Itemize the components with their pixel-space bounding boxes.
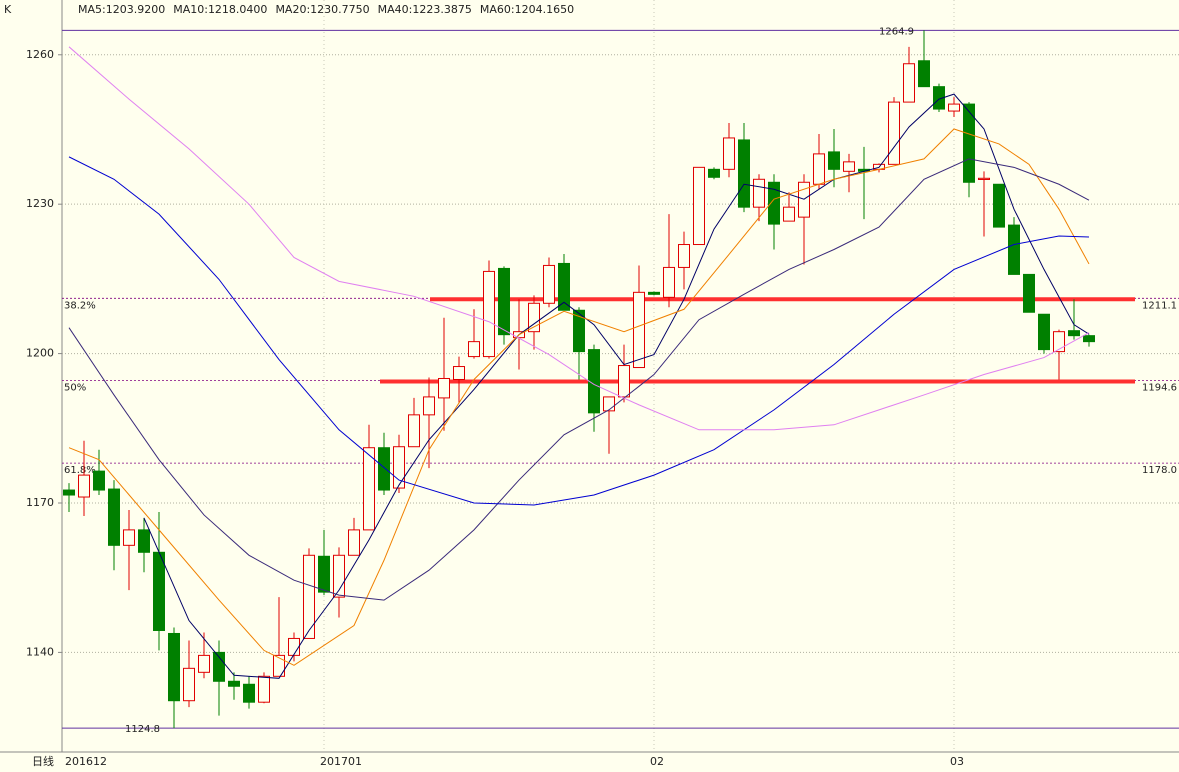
candle-body bbox=[318, 555, 330, 593]
candle-body bbox=[993, 183, 1005, 228]
legend-entry: MA20:1230.7750 bbox=[275, 3, 369, 16]
candle-body bbox=[693, 166, 705, 246]
candle-body bbox=[78, 474, 90, 498]
candle-body bbox=[243, 683, 255, 703]
fib-label: 61.8% bbox=[64, 465, 96, 476]
ma-line bbox=[68, 156, 1090, 506]
candle-body bbox=[378, 447, 390, 491]
candle-body bbox=[183, 667, 195, 702]
candle-body bbox=[783, 206, 795, 222]
candle-body bbox=[753, 178, 765, 208]
candle-body bbox=[768, 181, 780, 225]
candle-body bbox=[468, 341, 480, 358]
candle-body bbox=[723, 137, 735, 170]
x-tick-label: 02 bbox=[650, 755, 664, 768]
ma-line bbox=[143, 93, 1090, 679]
candle-body bbox=[153, 551, 165, 631]
candle-body bbox=[408, 414, 420, 448]
candle-body bbox=[93, 470, 105, 491]
candle-body bbox=[303, 554, 315, 639]
y-tick-label: 1260 bbox=[26, 48, 54, 61]
candle-body bbox=[963, 103, 975, 183]
y-tick-label: 1140 bbox=[26, 645, 54, 658]
candle-body bbox=[1038, 313, 1050, 351]
fib-label: 50% bbox=[64, 382, 86, 393]
candle-body bbox=[198, 654, 210, 673]
y-tick-label: 1170 bbox=[26, 496, 54, 509]
candle-body bbox=[1023, 273, 1035, 313]
candle-body bbox=[678, 244, 690, 268]
y-tick-label: 1230 bbox=[26, 197, 54, 210]
candle-body bbox=[558, 262, 570, 311]
legend-entry: MA60:1204.1650 bbox=[480, 3, 574, 16]
candle-body bbox=[918, 60, 930, 88]
candle-body bbox=[903, 63, 915, 103]
candle-body bbox=[483, 270, 495, 358]
candle-body bbox=[528, 302, 540, 333]
candle-body bbox=[588, 349, 600, 414]
fib-value-label: 1194.6 bbox=[1142, 382, 1177, 393]
candle-body bbox=[978, 177, 990, 180]
candle-body bbox=[948, 103, 960, 112]
candle-body bbox=[1053, 331, 1065, 353]
fib-value-label: 1211.1 bbox=[1142, 300, 1177, 311]
ma-line bbox=[68, 158, 1090, 601]
candle-body bbox=[933, 86, 945, 110]
fib-value-label: 1178.0 bbox=[1142, 465, 1177, 476]
candle-body bbox=[168, 632, 180, 702]
candle-body bbox=[1083, 335, 1095, 343]
x-tick-label: 03 bbox=[950, 755, 964, 768]
ma-line bbox=[68, 46, 1090, 431]
y-tick-label: 1200 bbox=[26, 347, 54, 360]
high-label: 1264.9 bbox=[879, 26, 914, 37]
candle-body bbox=[228, 680, 240, 687]
candle-body bbox=[708, 168, 720, 178]
candle-body bbox=[438, 377, 450, 399]
legend-entry: MA40:1223.3875 bbox=[378, 3, 472, 16]
candle-body bbox=[333, 554, 345, 598]
candle-body bbox=[828, 151, 840, 170]
candle-body bbox=[618, 365, 630, 398]
candle-body bbox=[888, 101, 900, 165]
candle-body bbox=[108, 488, 120, 546]
legend-entry: MA10:1218.0400 bbox=[173, 3, 267, 16]
candle-body bbox=[453, 366, 465, 380]
fib-label: 38.2% bbox=[64, 300, 96, 311]
candle-body bbox=[393, 446, 405, 489]
candle-body bbox=[573, 309, 585, 353]
candle-body bbox=[603, 396, 615, 412]
candle-body bbox=[423, 396, 435, 416]
candle-body bbox=[543, 264, 555, 304]
candle-body bbox=[1008, 224, 1020, 275]
candle-body bbox=[648, 291, 660, 295]
candle-body bbox=[288, 637, 300, 656]
period-label: 日线 bbox=[32, 754, 54, 768]
candle-body bbox=[363, 447, 375, 531]
x-tick-label: 201612 bbox=[65, 755, 107, 768]
candle-body bbox=[258, 675, 270, 703]
candle-body bbox=[123, 529, 135, 546]
ma-line bbox=[68, 128, 1090, 666]
candle-body bbox=[213, 651, 225, 682]
candle-body bbox=[1068, 330, 1080, 337]
candle-body bbox=[663, 266, 675, 298]
candle-body bbox=[843, 161, 855, 172]
candle-body bbox=[138, 529, 150, 553]
candle-body bbox=[633, 291, 645, 369]
x-tick-label: 201701 bbox=[320, 755, 362, 768]
candle-body bbox=[348, 529, 360, 556]
candle-body bbox=[63, 489, 75, 496]
candle-body bbox=[498, 267, 510, 336]
low-label: 1124.8 bbox=[125, 724, 160, 735]
legend-entry: MA5:1203.9200 bbox=[78, 3, 165, 16]
candle-body bbox=[273, 654, 285, 677]
candle-body bbox=[738, 139, 750, 208]
candle-body bbox=[813, 153, 825, 185]
chart-title: K bbox=[4, 3, 12, 16]
